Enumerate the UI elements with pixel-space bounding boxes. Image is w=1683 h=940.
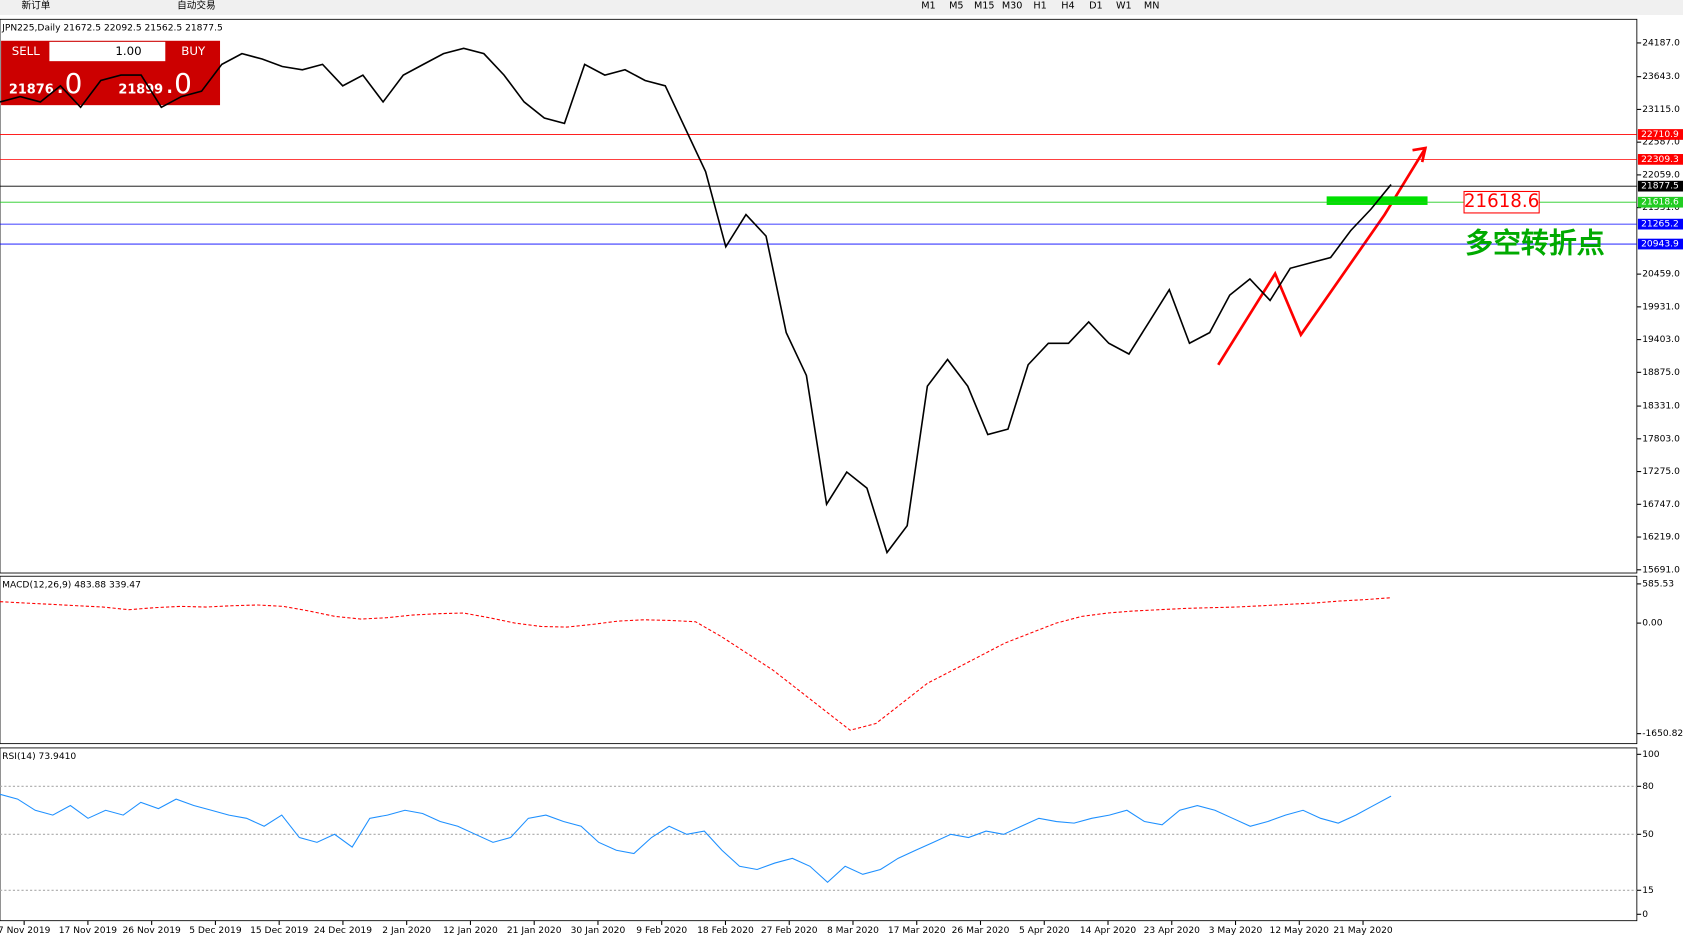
y-tick-label: 15 [1642,886,1654,896]
y-tick-label: 15691.0 [1642,565,1680,575]
new-order[interactable]: 新订单 [21,0,50,11]
price-level-tag [1637,180,1683,192]
x-tick-label: 17 Mar 2020 [888,926,946,936]
x-tick-label: 27 Feb 2020 [761,926,818,936]
price-level-tag [1637,129,1683,140]
price-level-tag [1637,238,1683,250]
price-level-label: 21618.6 [1641,198,1679,208]
x-tick-label: 15 Dec 2019 [250,926,308,936]
marker-box [1463,190,1540,214]
y-tick-label: 80 [1642,782,1654,792]
series-line [0,793,1392,883]
y-tick-label: 19403.0 [1642,335,1680,345]
timeframe-button[interactable]: M1 [921,0,935,11]
price-level-tag [1637,196,1683,208]
y-tick-label: 24187.0 [1642,38,1680,48]
y-tick-label: 17803.0 [1642,434,1680,444]
price-level-tag [1637,154,1683,165]
y-tick-label: 585.53 [1642,579,1674,589]
panel-title: RSI(14) 73.9410 [2,752,76,762]
price-level-label: 21877.5 [1641,182,1679,192]
timeframe-button[interactable]: W1 [1116,0,1132,11]
y-tick-label: 18875.0 [1642,368,1680,378]
x-tick-label: 12 May 2020 [1270,926,1330,936]
trade-panel: SELL 1.00 BUY 21876 .0 21899 .0 [1,40,221,106]
x-tick-label: 5 Apr 2020 [1019,926,1070,936]
marker-label: 21618.6 [1464,191,1539,212]
y-tick-label: 22059.0 [1642,170,1680,180]
bid-price[interactable]: 21876 [9,83,54,98]
price-level-label: 21265.2 [1641,220,1679,230]
x-tick-label: 7 Nov 2019 [0,926,51,936]
y-tick-label: 22587.0 [1642,138,1680,148]
timeframe-button[interactable]: D1 [1089,0,1103,11]
series-line [0,47,1392,555]
price-level-tag [1637,218,1683,230]
timeframe-button[interactable]: H1 [1033,0,1046,11]
y-tick-label: 17275.0 [1642,467,1680,477]
y-tick-label: 50 [1642,830,1654,840]
price-level-label: 22309.3 [1641,155,1679,165]
arrow-head [1412,146,1428,163]
price-level-label: 20943.9 [1641,240,1679,250]
y-tick-label: 16219.0 [1642,533,1680,543]
lot-size[interactable]: 1.00 [115,44,141,58]
sell-button[interactable]: SELL [12,44,41,58]
panel-title: JPN225,Daily 21672.5 22092.5 21562.5 218… [1,23,223,33]
x-tick-label: 18 Feb 2020 [697,926,754,936]
x-tick-label: 21 May 2020 [1333,926,1393,936]
y-tick-label: 100 [1642,750,1660,760]
timeframe-button[interactable]: MN [1144,0,1160,11]
panel-title: MACD(12,26,9) 483.88 339.47 [2,580,141,590]
timeframe-button[interactable]: H4 [1061,0,1074,11]
y-tick-label: 19931.0 [1642,302,1680,312]
x-tick-label: 26 Nov 2019 [122,926,181,936]
x-tick-label: 14 Apr 2020 [1080,926,1137,936]
x-tick-label: 9 Feb 2020 [636,926,687,936]
toolbar [0,0,1683,16]
y-tick-label: 21531.0 [1642,203,1680,213]
y-tick-label: 16747.0 [1642,500,1680,510]
timeframe-button[interactable]: M5 [949,0,963,11]
x-tick-label: 5 Dec 2019 [189,926,242,936]
x-tick-label: 26 Mar 2020 [952,926,1010,936]
y-tick-label: 0.00 [1642,619,1662,629]
y-tick-label: -1650.82 [1642,729,1683,739]
price-level-label: 22710.9 [1641,130,1679,140]
annotation: 多空转折点 [1465,227,1605,260]
y-tick-label: 0 [1642,910,1648,920]
trend-arrows [1217,147,1427,366]
x-tick-label: 23 Apr 2020 [1144,926,1201,936]
ask-price[interactable]: 21899 [118,83,163,98]
x-tick-label: 8 Mar 2020 [827,926,879,936]
drawn-arrows [1217,146,1428,366]
x-tick-label: 17 Nov 2019 [59,926,118,936]
timeframe-button[interactable]: M15 [974,0,995,11]
y-tick-label: 20459.0 [1642,270,1680,280]
x-tick-label: 12 Jan 2020 [443,926,498,936]
x-tick-label: 2 Jan 2020 [382,926,431,936]
x-tick-label: 30 Jan 2020 [571,926,626,936]
timeframe-button[interactable]: M30 [1002,0,1023,11]
y-tick-label: 23643.0 [1642,72,1680,82]
auto-trading[interactable]: 自动交易 [177,0,216,11]
x-tick-label: 3 May 2020 [1209,926,1263,936]
macd-panel [0,575,1638,745]
series-line [0,597,1392,731]
main-panel [0,18,1638,574]
y-tick-label: 18331.0 [1642,402,1680,412]
x-tick-label: 21 Jan 2020 [507,926,562,936]
buy-button[interactable]: BUY [181,44,206,58]
x-tick-label: 24 Dec 2019 [314,926,372,936]
lot-box [49,41,166,62]
y-tick-label: 23115.0 [1642,105,1680,115]
